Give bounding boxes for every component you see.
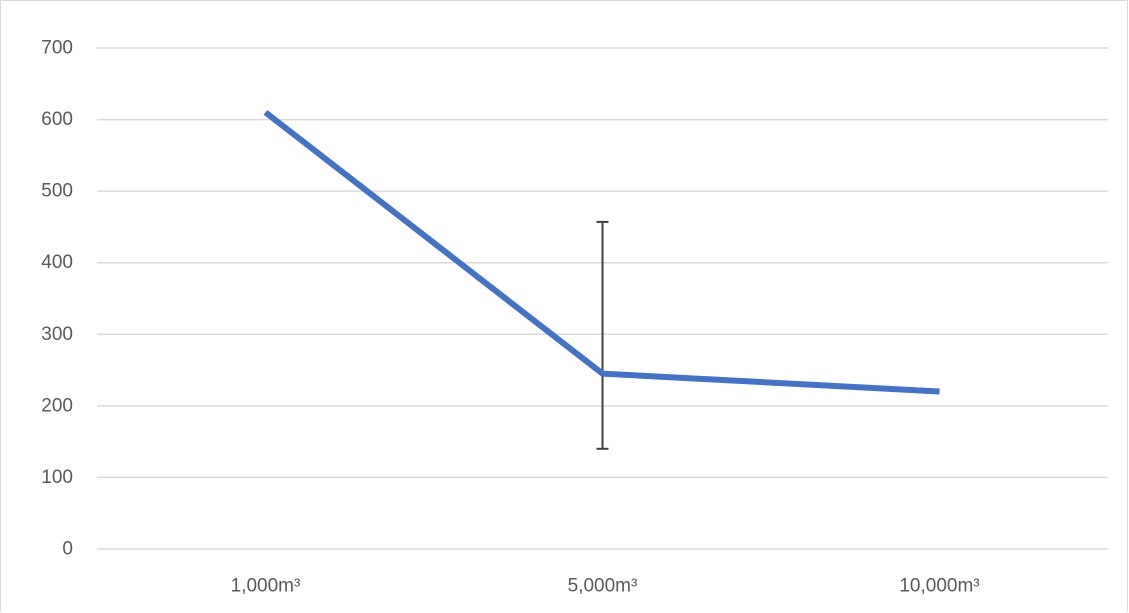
y-axis-tick-labels: 0 100 200 300 400 500 600 700: [41, 38, 73, 560]
y-tick-label: 600: [41, 109, 73, 130]
y-tick-label: 100: [41, 467, 73, 488]
y-tick-label: 300: [41, 324, 73, 345]
x-tick-label: 5,000m³: [568, 576, 638, 597]
x-axis-tick-labels: 1,000m³ 5,000m³ 10,000m³: [231, 576, 980, 597]
y-tick-label: 500: [41, 181, 73, 202]
error-bars: [597, 222, 609, 449]
y-tick-label: 700: [41, 38, 73, 59]
x-tick-label: 1,000m³: [231, 576, 301, 597]
y-tick-label: 200: [41, 395, 73, 416]
x-tick-label: 10,000m³: [899, 576, 979, 597]
y-tick-label: 0: [62, 539, 73, 560]
y-tick-label: 400: [41, 252, 73, 273]
